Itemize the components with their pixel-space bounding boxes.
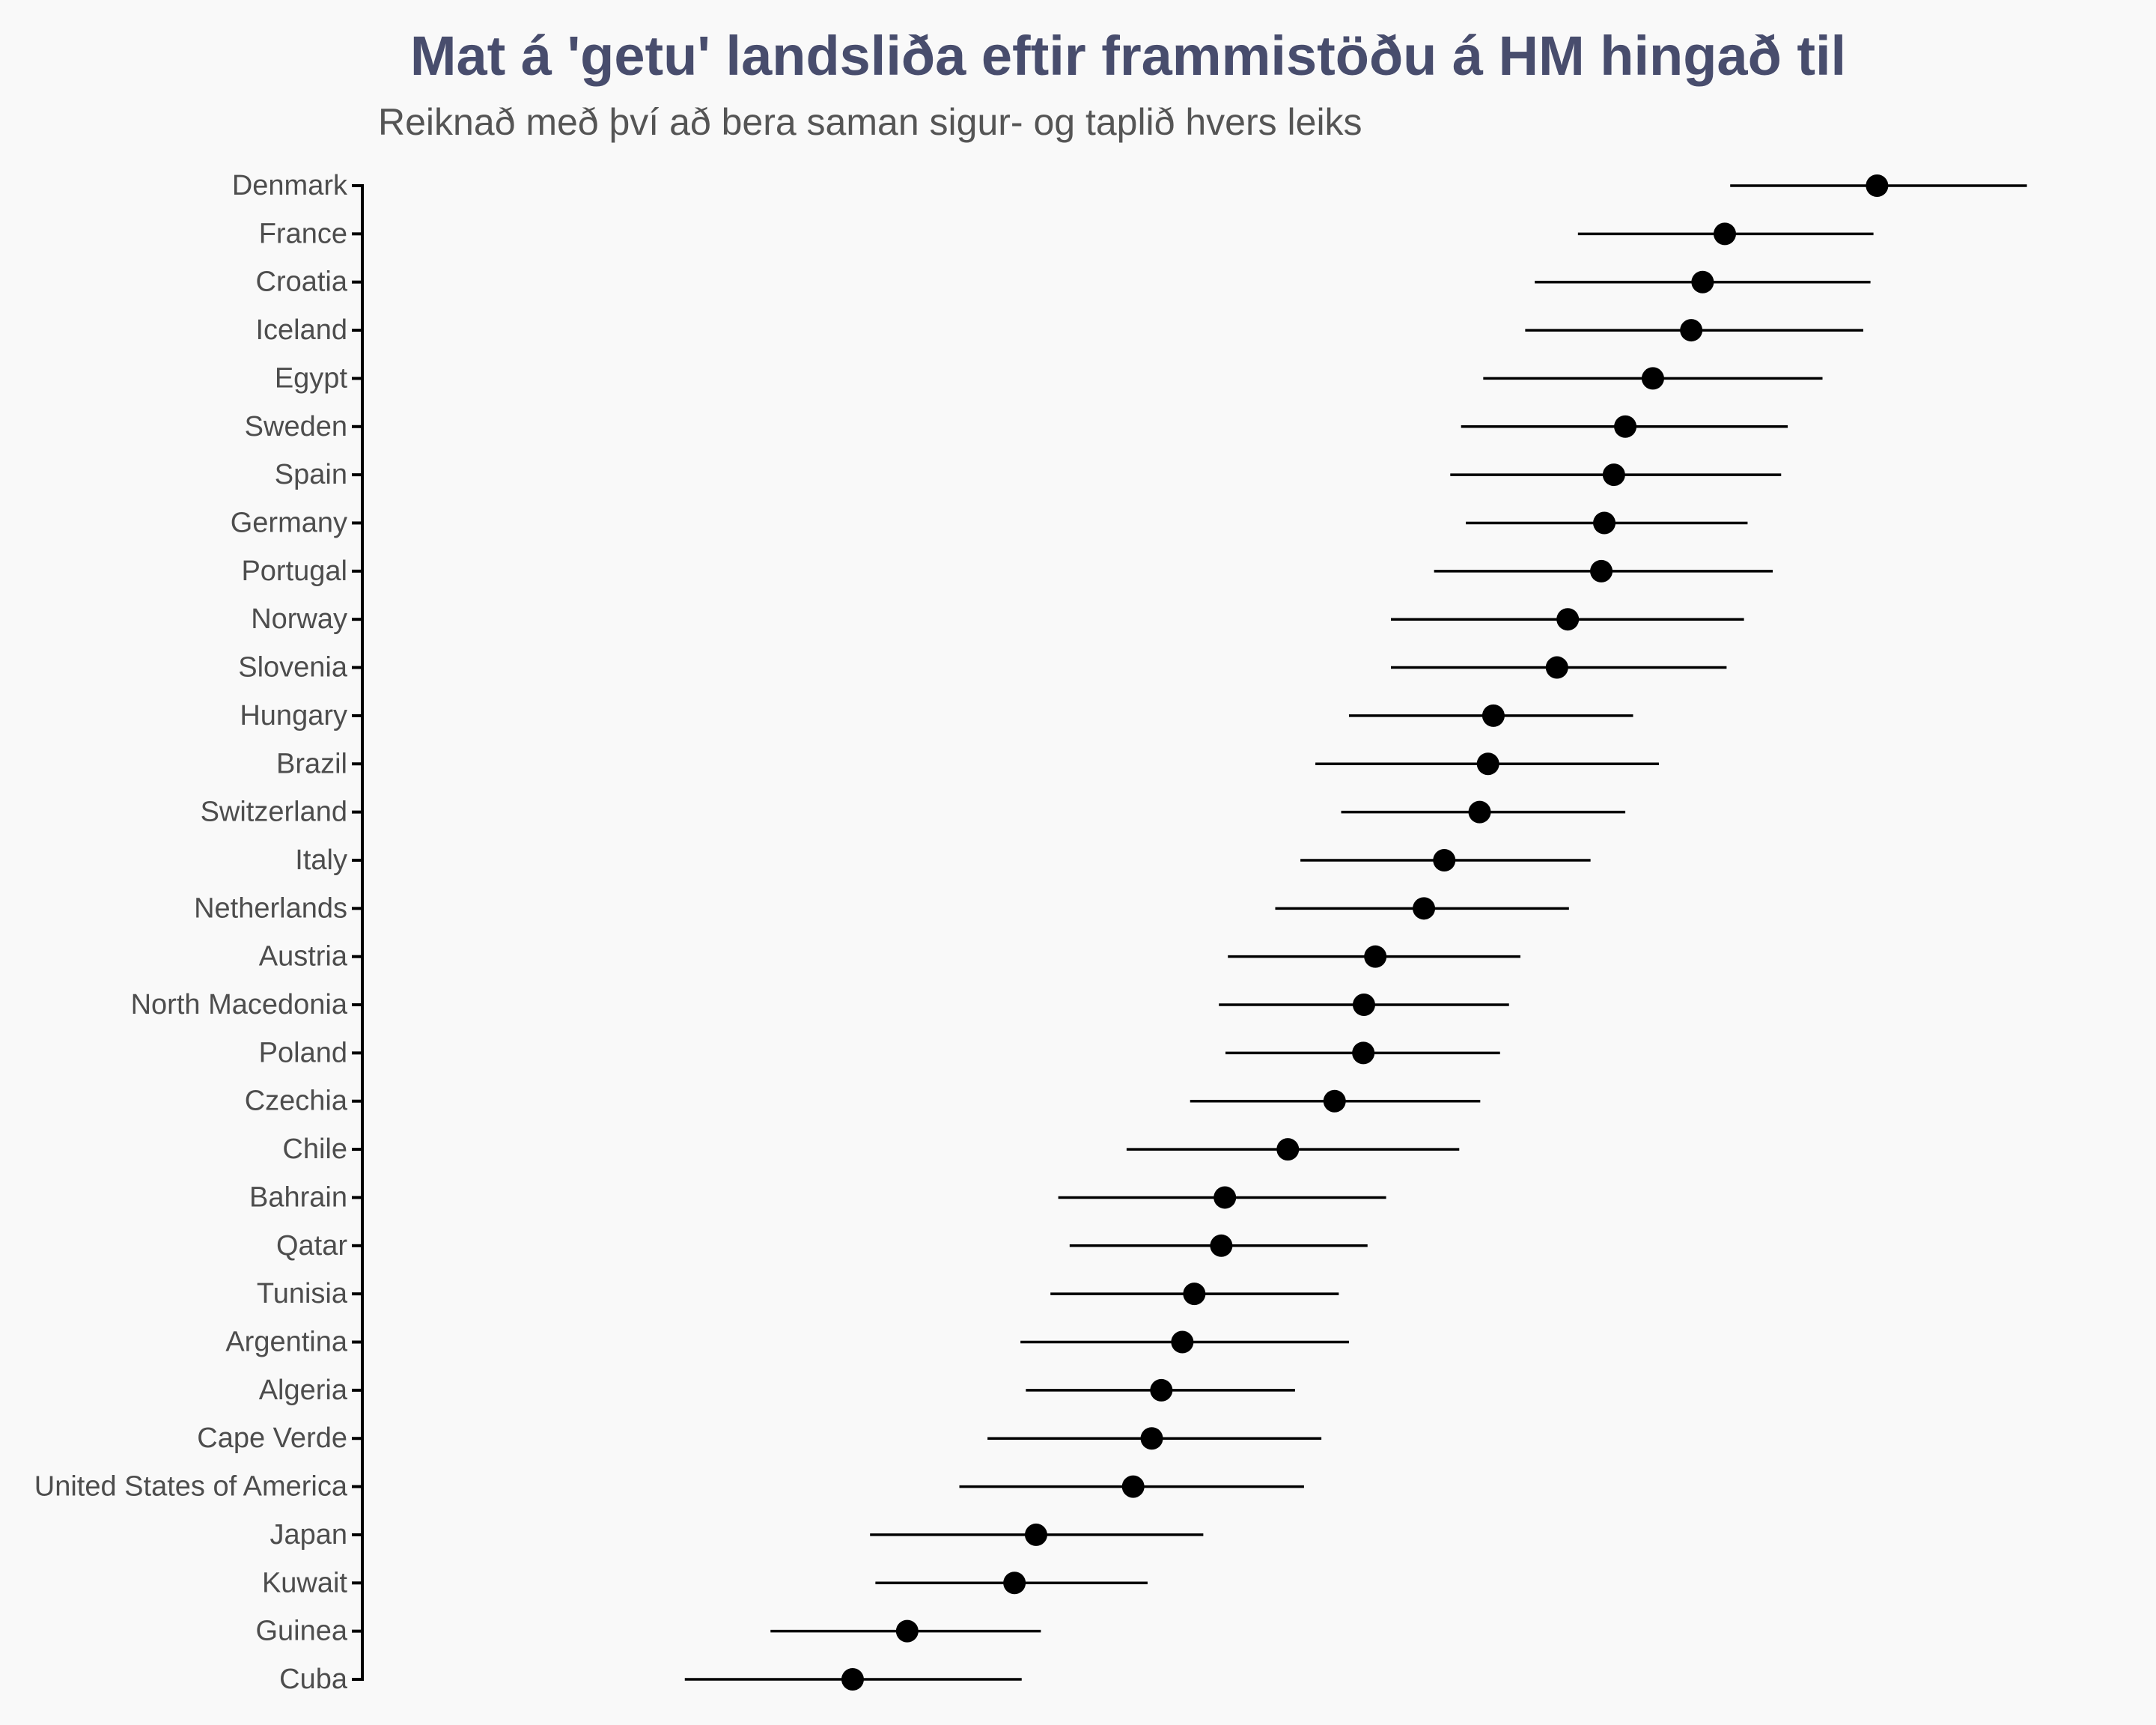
estimate-point bbox=[1276, 1138, 1300, 1161]
y-tick-label: Kuwait bbox=[262, 1567, 347, 1598]
y-tick-label: Netherlands bbox=[194, 892, 347, 924]
estimate-point bbox=[1140, 1427, 1163, 1450]
y-tick-label: Denmark bbox=[232, 170, 348, 201]
y-tick-label: Egypt bbox=[275, 362, 348, 394]
y-tick-label: Brazil bbox=[276, 748, 347, 779]
y-tick-label: Iceland bbox=[255, 314, 347, 346]
y-tick-label: Poland bbox=[259, 1037, 347, 1068]
y-tick-label: Qatar bbox=[276, 1230, 347, 1262]
estimate-point bbox=[1024, 1523, 1047, 1546]
y-tick-label: Germany bbox=[231, 507, 347, 538]
estimate-point bbox=[1150, 1378, 1173, 1402]
y-tick-label: Chile bbox=[282, 1134, 347, 1165]
y-tick-label: Slovenia bbox=[238, 652, 348, 684]
chart-subtitle: Reiknað með því að bera saman sigur- og … bbox=[378, 101, 1362, 143]
y-tick-label: Sweden bbox=[245, 411, 347, 442]
estimate-point bbox=[1171, 1330, 1194, 1354]
y-tick-label: North Macedonia bbox=[131, 989, 348, 1020]
estimate-point bbox=[1210, 1234, 1233, 1257]
y-tick-label: Cuba bbox=[279, 1664, 348, 1695]
chart-title: Mat á 'getu' landsliða eftir frammistöðu… bbox=[410, 25, 1846, 87]
y-tick-label: France bbox=[259, 218, 347, 249]
y-tick-label: United States of America bbox=[34, 1471, 348, 1503]
estimate-point bbox=[1602, 463, 1625, 487]
estimate-point bbox=[1352, 1041, 1375, 1065]
y-tick-label: Guinea bbox=[255, 1616, 347, 1647]
estimate-point bbox=[1482, 704, 1505, 727]
y-tick-label: Spain bbox=[275, 459, 347, 490]
y-tick-label: Argentina bbox=[225, 1327, 348, 1358]
y-tick-label: Bahrain bbox=[249, 1181, 347, 1213]
estimate-point bbox=[1183, 1283, 1206, 1306]
y-tick-label: Austria bbox=[259, 941, 348, 973]
estimate-point bbox=[1121, 1475, 1145, 1498]
y-tick-label: Algeria bbox=[259, 1375, 348, 1406]
y-tick-label: Switzerland bbox=[201, 797, 347, 828]
y-tick-label: Czechia bbox=[245, 1086, 348, 1117]
estimate-point bbox=[1866, 174, 1889, 197]
estimate-point bbox=[1433, 848, 1456, 871]
estimate-point bbox=[895, 1619, 919, 1643]
y-tick-label: Hungary bbox=[240, 700, 347, 731]
estimate-point bbox=[1003, 1572, 1026, 1595]
estimate-point bbox=[1413, 897, 1436, 920]
y-tick-label: Norway bbox=[251, 603, 347, 635]
y-tick-label: Cape Verde bbox=[197, 1423, 347, 1454]
estimate-point bbox=[1364, 945, 1387, 968]
estimate-point bbox=[1691, 270, 1714, 293]
estimate-point bbox=[841, 1668, 864, 1691]
estimate-point bbox=[1556, 608, 1580, 631]
estimate-point bbox=[1593, 511, 1616, 535]
estimate-point bbox=[1714, 222, 1737, 246]
y-tick-label: Croatia bbox=[256, 267, 348, 298]
estimate-point bbox=[1641, 367, 1664, 390]
y-axis: Denmark France Croatia Iceland Egypt Sweden Sp… bbox=[34, 170, 364, 1695]
estimate-point bbox=[1213, 1186, 1237, 1209]
estimate-point bbox=[1545, 656, 1568, 679]
estimate-point bbox=[1323, 1089, 1346, 1113]
y-tick-label: Portugal bbox=[241, 556, 347, 587]
y-tick-label: Italy bbox=[295, 845, 347, 876]
y-tick-label: Tunisia bbox=[257, 1278, 348, 1309]
estimate-point bbox=[1590, 559, 1613, 582]
estimate-point bbox=[1614, 415, 1637, 438]
estimate-point bbox=[1468, 800, 1491, 824]
estimate-point bbox=[1680, 319, 1703, 342]
estimate-point bbox=[1352, 994, 1375, 1017]
estimate-points bbox=[841, 174, 1889, 1691]
estimate-point bbox=[1476, 752, 1499, 776]
y-tick-label: Japan bbox=[270, 1519, 347, 1551]
